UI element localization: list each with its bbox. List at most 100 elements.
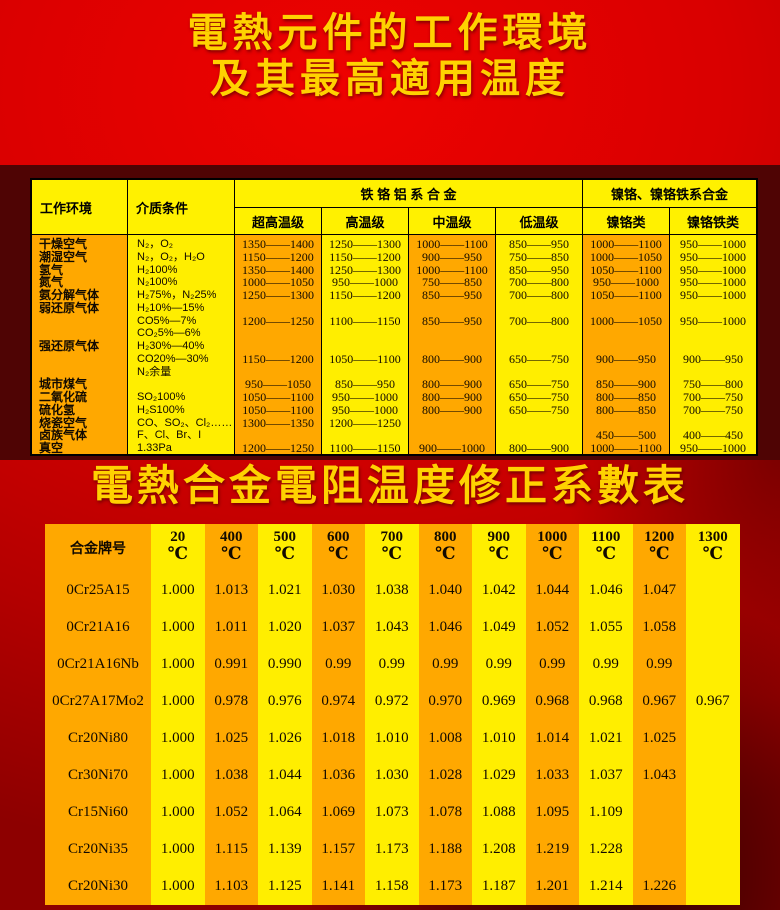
env-cell: 800——900 bbox=[422, 390, 482, 404]
env-subheader-5: 镍铬铁类 bbox=[669, 207, 756, 234]
env-table-column-1: N₂，O₂ N₂，O₂，H₂O H₂100% N₂100% H₂75%，N₂25% H₂1… bbox=[127, 234, 234, 454]
coeff-cell: 1.026 bbox=[267, 730, 302, 746]
temp-header-value: 900 bbox=[487, 529, 511, 545]
coeff-cell: 1.052 bbox=[214, 804, 249, 820]
env-cell bbox=[235, 327, 321, 340]
coeff-cell: 1.000 bbox=[160, 804, 195, 820]
env-cell: 1150——1200 bbox=[242, 249, 314, 264]
coeff-cell: 1.047 bbox=[642, 582, 677, 598]
coeff-cell: 0.990 bbox=[267, 656, 302, 672]
temp-header-value: 1200 bbox=[644, 529, 675, 545]
coeff-cell: 1.044 bbox=[267, 767, 302, 783]
env-cell: 1350——1400 bbox=[242, 237, 314, 251]
env-subheader-3: 低温级 bbox=[495, 207, 582, 234]
degree-symbol: ℃ bbox=[274, 544, 295, 564]
coeff-column-1300: 1300 ℃ 0.967 bbox=[686, 524, 740, 905]
coeff-cell: 1.018 bbox=[321, 730, 356, 746]
temp-header: 1200 ℃ bbox=[633, 524, 687, 572]
env-cell: 900——950 bbox=[422, 249, 482, 264]
env-cell: 800——850 bbox=[596, 402, 656, 417]
env-cell: 950——1000 bbox=[680, 262, 746, 277]
coeff-cell: 1.011 bbox=[214, 619, 248, 635]
env-cell bbox=[583, 327, 669, 340]
env-cell: 750——850 bbox=[422, 275, 482, 290]
temp-header-value: 20 bbox=[170, 529, 186, 545]
env-cell: 1150——1200 bbox=[329, 249, 401, 264]
env-cell bbox=[670, 302, 756, 315]
env-cell: 750——850 bbox=[509, 249, 569, 264]
alloy-name: Cr20Ni80 bbox=[68, 730, 128, 746]
coeff-cell: 1.208 bbox=[481, 841, 516, 857]
coeff-cell: 1.095 bbox=[535, 804, 570, 820]
coeff-cell: 0.99 bbox=[646, 656, 673, 672]
env-header-nicr-group: 镍铬、镍铬铁系合金 bbox=[582, 180, 756, 207]
env-cell: 氮气 bbox=[39, 275, 64, 290]
degree-symbol: ℃ bbox=[435, 544, 456, 564]
alloy-name: 0Cr21A16Nb bbox=[57, 656, 139, 672]
env-cell: 1350——1400 bbox=[242, 262, 314, 277]
env-table-band: 工作环境 介质条件 铁 铬 铝 系 合 金 镍铬、镍铬铁系合金 超高温级 高温级中… bbox=[0, 165, 780, 460]
degree-symbol: ℃ bbox=[542, 544, 563, 564]
degree-symbol: ℃ bbox=[381, 544, 402, 564]
env-cell: CO5%—7% bbox=[137, 314, 197, 327]
coeff-cell bbox=[686, 831, 740, 868]
coeff-cell: 1.125 bbox=[267, 878, 302, 894]
env-table-column-7: 950——1000 950——1000 950——1000 950——1000 950—… bbox=[669, 234, 756, 454]
env-cell bbox=[128, 378, 234, 391]
env-cell: 650——750 bbox=[509, 351, 569, 366]
env-cell: 1000——1100 bbox=[590, 441, 662, 455]
env-cell bbox=[670, 327, 756, 340]
env-cell: 1200——1250 bbox=[242, 313, 314, 328]
coeff-cell: 1.037 bbox=[588, 767, 623, 783]
coeff-cell: 1.038 bbox=[374, 582, 409, 598]
env-cell: N₂100% bbox=[137, 276, 178, 289]
env-cell: 850——950 bbox=[509, 262, 569, 277]
coeff-cell: 1.201 bbox=[535, 878, 570, 894]
coeff-cell: 0.976 bbox=[267, 693, 302, 709]
coeff-cell: 1.030 bbox=[374, 767, 409, 783]
page-title: 電熱元件的工作環境 及其最高適用温度 bbox=[0, 0, 780, 102]
coeff-cell: 1.109 bbox=[588, 804, 623, 820]
env-cell bbox=[409, 327, 495, 340]
env-cell bbox=[583, 302, 669, 315]
env-cell: 1050——1100 bbox=[590, 262, 662, 277]
coeff-cell: 1.000 bbox=[160, 619, 195, 635]
coeff-cell: 1.033 bbox=[535, 767, 570, 783]
env-cell: 700——800 bbox=[509, 275, 569, 290]
env-cell: 1000——1050 bbox=[590, 249, 662, 264]
coeff-cell: 1.064 bbox=[267, 804, 302, 820]
env-cell: 850——950 bbox=[509, 237, 569, 251]
env-cell: 650——750 bbox=[509, 402, 569, 417]
env-cell: 900——950 bbox=[596, 351, 656, 366]
alloy-name: Cr30Ni70 bbox=[68, 767, 128, 783]
env-cell bbox=[496, 340, 582, 353]
env-cell: 950——1000 bbox=[680, 249, 746, 264]
env-cell: 氨分解气体 bbox=[39, 288, 100, 302]
coeff-column-800: 800 ℃ 1.040 1.046 0.99 0.970 1.008 1.028 1.078 1.… bbox=[418, 524, 472, 905]
coeff-cell bbox=[686, 572, 740, 609]
env-cell: N₂，O₂，H₂O bbox=[137, 250, 205, 263]
temp-header-value: 500 bbox=[273, 529, 297, 545]
env-header-working-environment: 工作环境 bbox=[32, 180, 127, 234]
env-cell: 700——750 bbox=[683, 390, 743, 404]
coeff-cell: 1.021 bbox=[588, 730, 623, 746]
coeff-cell: 1.010 bbox=[481, 730, 516, 746]
temp-header: 900 ℃ bbox=[472, 524, 526, 572]
env-cell: N₂余量 bbox=[137, 365, 172, 378]
coeff-cell: 1.030 bbox=[321, 582, 356, 598]
coeff-cell: 1.000 bbox=[160, 730, 195, 746]
coeff-table-title: 電熱合金電阻温度修正系數表 bbox=[90, 461, 689, 510]
coeff-cell: 1.043 bbox=[642, 767, 677, 783]
coeff-cell: 0.99 bbox=[325, 656, 352, 672]
coeff-cell: 1.000 bbox=[160, 582, 195, 598]
env-cell: 950——1000 bbox=[332, 390, 398, 404]
coeff-column-20: 20 ℃ 1.000 1.000 1.000 1.000 1.000 1.000 1.000 1.… bbox=[151, 524, 205, 905]
page-title-line1: 電熱元件的工作環境 bbox=[187, 9, 593, 56]
env-cell: 1100——1150 bbox=[329, 441, 401, 455]
env-cell: 950——1000 bbox=[332, 402, 398, 417]
env-cell: 卤族气体 bbox=[39, 428, 88, 443]
coeff-cell: 0.99 bbox=[539, 656, 566, 672]
env-cell: 800——900 bbox=[422, 377, 482, 392]
temp-header-value: 600 bbox=[327, 529, 350, 545]
temp-header: 700 ℃ bbox=[365, 524, 419, 572]
